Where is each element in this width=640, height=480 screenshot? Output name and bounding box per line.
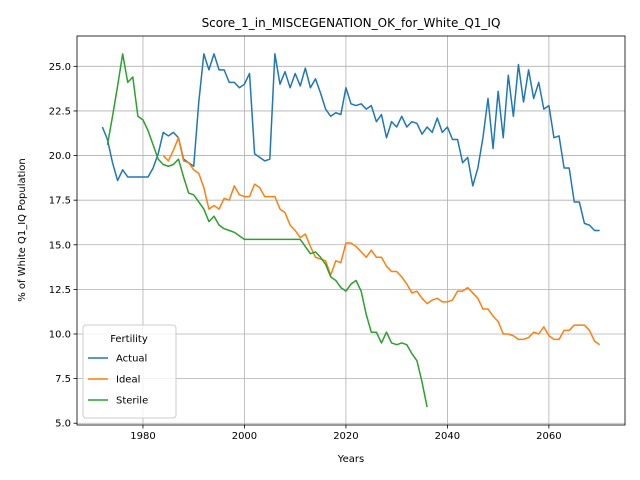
y-tick-label: 12.5 <box>49 285 71 296</box>
legend-title: Fertility <box>110 334 148 345</box>
chart-title: Score_1_in_MISCEGENATION_OK_for_White_Q1… <box>202 16 501 30</box>
x-tick-label: 2040 <box>435 431 460 442</box>
y-tick-label: 10.0 <box>49 329 71 340</box>
y-tick-label: 17.5 <box>49 196 71 207</box>
legend-entries: Actual Ideal Sterile <box>88 354 148 407</box>
series-line-ideal <box>162 136 601 346</box>
y-tick-label: 22.5 <box>49 106 71 117</box>
x-tick-label: 2020 <box>333 431 358 442</box>
legend: Fertility Actual Ideal Sterile <box>82 324 177 419</box>
legend-label-sterile: Sterile <box>116 396 148 407</box>
axis-ticks: 1980 2000 2020 2040 2060 5.0 7.5 10.0 12.5 15.0 17… <box>49 62 562 442</box>
plot-frame <box>76 35 626 426</box>
x-axis-label: Years <box>337 454 364 465</box>
y-tick-label: 20.0 <box>49 151 71 162</box>
y-axis-label: % of White Q1_IQ Population <box>17 158 28 302</box>
legend-box <box>82 324 177 419</box>
y-tick-label: 7.5 <box>55 374 71 385</box>
x-tick-label: 2060 <box>536 431 561 442</box>
x-tick-label: 2000 <box>232 431 257 442</box>
y-tick-label: 5.0 <box>55 419 71 430</box>
series-line-actual <box>101 53 600 232</box>
series-line-sterile <box>106 53 428 408</box>
y-tick-label: 25.0 <box>49 62 71 73</box>
y-tick-label: 15.0 <box>49 240 71 251</box>
series-lines <box>101 53 601 408</box>
legend-label-ideal: Ideal <box>116 375 140 386</box>
x-tick-label: 1980 <box>130 431 155 442</box>
legend-label-actual: Actual <box>116 354 147 365</box>
